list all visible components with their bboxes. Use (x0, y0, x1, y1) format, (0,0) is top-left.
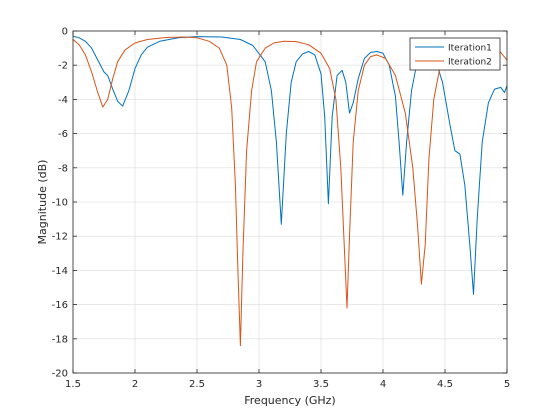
y-tick-label: -4 (58, 95, 68, 106)
y-tick-label: -6 (58, 129, 68, 140)
y-tick-label: -2 (58, 61, 68, 72)
x-tick-label: 3 (256, 379, 262, 390)
y-axis-label: Magnitude (dB) (36, 160, 49, 245)
y-tick-label: 0 (62, 27, 68, 38)
x-tick-label: 2.5 (189, 379, 205, 390)
y-tick-label: -20 (52, 369, 68, 380)
x-tick-label: 4 (380, 379, 386, 390)
x-tick-label: 4.5 (437, 379, 453, 390)
x-tick-label: 2 (132, 379, 138, 390)
series-line-iteration2 (72, 36, 508, 347)
y-tick-label: -14 (52, 266, 68, 277)
legend-label-iteration1: Iteration1 (448, 44, 492, 54)
y-tick-label: -12 (52, 232, 68, 243)
y-tick-label: -10 (52, 198, 68, 209)
x-axis-label: Frequency (GHz) (244, 394, 335, 407)
y-tick-label: -8 (58, 163, 68, 174)
legend-label-iteration2: Iteration2 (448, 58, 492, 68)
legend-box (409, 37, 501, 71)
series-line-iteration1 (72, 35, 508, 295)
x-tick-label: 1.5 (65, 379, 81, 390)
axis-ticks: 1.5 2 2.5 3 3.5 4 4.5 5 0 -2 -4 -6 -8 -10 -12 -14 -16 -18… (52, 27, 511, 391)
x-tick-label: 3.5 (313, 379, 329, 390)
y-tick-label: -16 (52, 300, 68, 311)
y-tick-label: -18 (52, 334, 68, 345)
series-layer (72, 35, 508, 347)
legend: Iteration1 Iteration2 (409, 37, 501, 71)
x-tick-label: 5 (504, 379, 510, 390)
